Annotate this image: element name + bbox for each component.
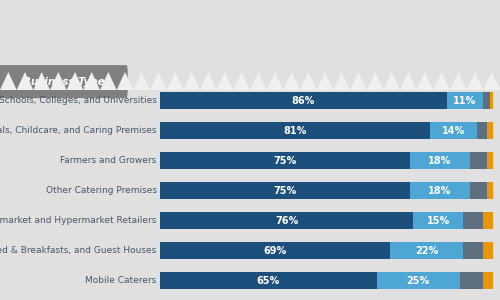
Bar xyxy=(486,122,494,139)
Text: Supermarket and Hypermarket Retailers: Supermarket and Hypermarket Retailers xyxy=(0,216,156,225)
Bar xyxy=(160,212,413,229)
Text: 14%: 14% xyxy=(442,125,465,136)
Bar xyxy=(486,152,494,169)
FancyBboxPatch shape xyxy=(0,65,128,98)
Text: 25%: 25% xyxy=(406,275,430,286)
Bar xyxy=(464,242,483,259)
Bar xyxy=(484,92,490,109)
Text: Hotels, Bed & Breakfasts, and Guest Houses: Hotels, Bed & Breakfasts, and Guest Hous… xyxy=(0,246,156,255)
Bar xyxy=(414,212,464,229)
Text: Mobile Caterers: Mobile Caterers xyxy=(86,276,156,285)
Text: 76%: 76% xyxy=(275,215,298,226)
Bar xyxy=(476,122,486,139)
Text: 15%: 15% xyxy=(426,215,450,226)
Text: Farmers and Growers: Farmers and Growers xyxy=(60,156,156,165)
Bar xyxy=(484,212,494,229)
Bar xyxy=(460,272,483,289)
Text: 11%: 11% xyxy=(454,95,476,106)
Bar xyxy=(160,122,430,139)
Text: 75%: 75% xyxy=(274,185,296,196)
Bar xyxy=(490,92,494,109)
Bar xyxy=(160,152,410,169)
Polygon shape xyxy=(0,72,500,90)
Text: 81%: 81% xyxy=(284,125,306,136)
Text: Schools, Colleges, and Universities: Schools, Colleges, and Universities xyxy=(0,96,156,105)
Bar xyxy=(486,182,494,199)
Bar xyxy=(446,92,484,109)
Text: 18%: 18% xyxy=(428,185,452,196)
Text: Other Catering Premises: Other Catering Premises xyxy=(46,186,156,195)
Bar xyxy=(430,122,476,139)
Bar xyxy=(410,182,470,199)
Text: Hospitals, Childcare, and Caring Premises: Hospitals, Childcare, and Caring Premise… xyxy=(0,126,156,135)
Text: 69%: 69% xyxy=(264,245,286,256)
Bar xyxy=(376,272,460,289)
Bar xyxy=(470,152,486,169)
Bar xyxy=(160,242,390,259)
Bar xyxy=(390,242,464,259)
Bar xyxy=(160,272,376,289)
Text: Business Type: Business Type xyxy=(22,76,104,87)
Bar xyxy=(484,272,494,289)
Bar xyxy=(464,212,483,229)
Bar xyxy=(410,152,470,169)
Bar xyxy=(470,182,486,199)
Text: 65%: 65% xyxy=(256,275,280,286)
Text: 22%: 22% xyxy=(415,245,438,256)
Text: 86%: 86% xyxy=(292,95,315,106)
Text: 75%: 75% xyxy=(274,155,296,166)
Bar xyxy=(160,92,446,109)
Bar xyxy=(160,182,410,199)
Text: 18%: 18% xyxy=(428,155,452,166)
Bar xyxy=(484,242,494,259)
